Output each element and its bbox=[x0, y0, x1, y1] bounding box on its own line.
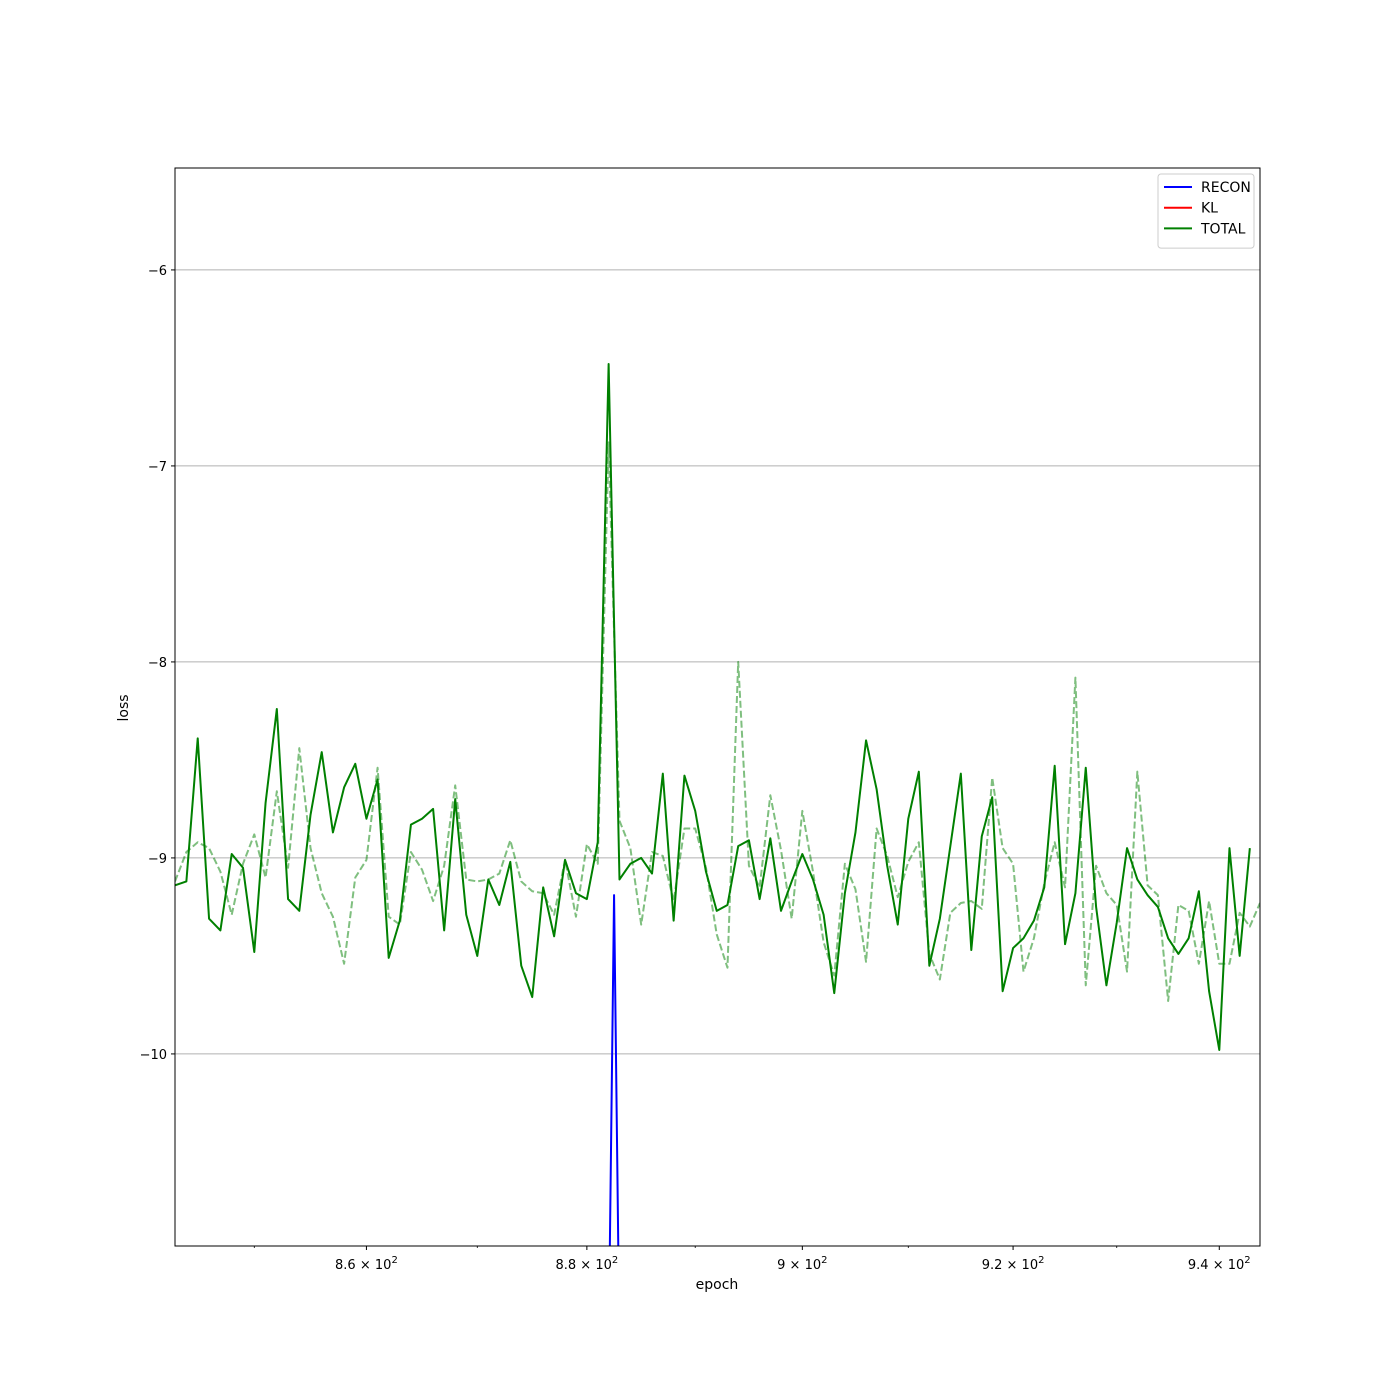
x-tick-label: 9.2 × 102 bbox=[982, 1255, 1045, 1273]
x-tick-exponent: 2 bbox=[821, 1255, 827, 1266]
x-tick-label: 9.4 × 102 bbox=[1188, 1255, 1251, 1273]
legend-box bbox=[1157, 173, 1255, 249]
x-tick-mantissa: 9 bbox=[777, 1258, 785, 1273]
series-line-total bbox=[175, 363, 1251, 1051]
legend-label-recon: RECON bbox=[1201, 180, 1251, 196]
x-tick-base: 10 bbox=[375, 1258, 392, 1273]
x-tick-times: × bbox=[356, 1258, 375, 1273]
grid bbox=[175, 269, 1260, 1055]
x-tick-label: 8.6 × 102 bbox=[335, 1255, 398, 1273]
x-tick-exponent: 2 bbox=[1038, 1255, 1044, 1266]
x-tick-mantissa: 8.6 bbox=[335, 1258, 356, 1273]
series-layer bbox=[175, 363, 1260, 1246]
legend: RECON KL TOTAL bbox=[1157, 173, 1255, 249]
x-tick-mantissa: 9.2 bbox=[982, 1258, 1003, 1273]
y-tick-label: −6 bbox=[148, 264, 167, 279]
plot-frame bbox=[174, 167, 1261, 1247]
y-tick-label: −8 bbox=[148, 656, 167, 671]
x-axis-label: epoch bbox=[696, 1277, 739, 1293]
series-line-recon bbox=[608, 894, 620, 1246]
x-tick-label: 8.8 × 102 bbox=[555, 1255, 618, 1273]
x-tick-base: 10 bbox=[595, 1258, 612, 1273]
x-tick-times: × bbox=[1002, 1258, 1021, 1273]
y-axis-label: loss bbox=[116, 694, 132, 721]
y-tick-label: −10 bbox=[140, 1048, 167, 1063]
y-axis: −6 −7 −8 −9 −10 bbox=[140, 264, 175, 1063]
y-tick-label: −7 bbox=[148, 460, 167, 475]
x-tick-exponent: 2 bbox=[391, 1255, 397, 1266]
x-tick-mantissa: 8.8 bbox=[555, 1258, 576, 1273]
legend-label-kl: KL bbox=[1201, 201, 1218, 217]
x-tick-times: × bbox=[785, 1258, 804, 1273]
x-tick-label: 9 × 102 bbox=[777, 1255, 827, 1273]
legend-label-total: TOTAL bbox=[1200, 221, 1246, 237]
x-tick-times: × bbox=[576, 1258, 595, 1273]
x-tick-base: 10 bbox=[1022, 1258, 1039, 1273]
x-tick-exponent: 2 bbox=[1244, 1255, 1250, 1266]
y-tick-label: −9 bbox=[148, 852, 167, 867]
plot-area bbox=[175, 168, 1260, 1246]
x-tick-base: 10 bbox=[805, 1258, 822, 1273]
x-axis: 8.6 × 102 8.8 × 102 9 × 102 9.2 × 102 9.4 × … bbox=[253, 1246, 1251, 1273]
x-tick-exponent: 2 bbox=[612, 1255, 618, 1266]
series-line-dashed bbox=[175, 441, 1260, 1002]
x-tick-times: × bbox=[1209, 1258, 1228, 1273]
x-tick-base: 10 bbox=[1228, 1258, 1245, 1273]
x-tick-mantissa: 9.4 bbox=[1188, 1258, 1209, 1273]
